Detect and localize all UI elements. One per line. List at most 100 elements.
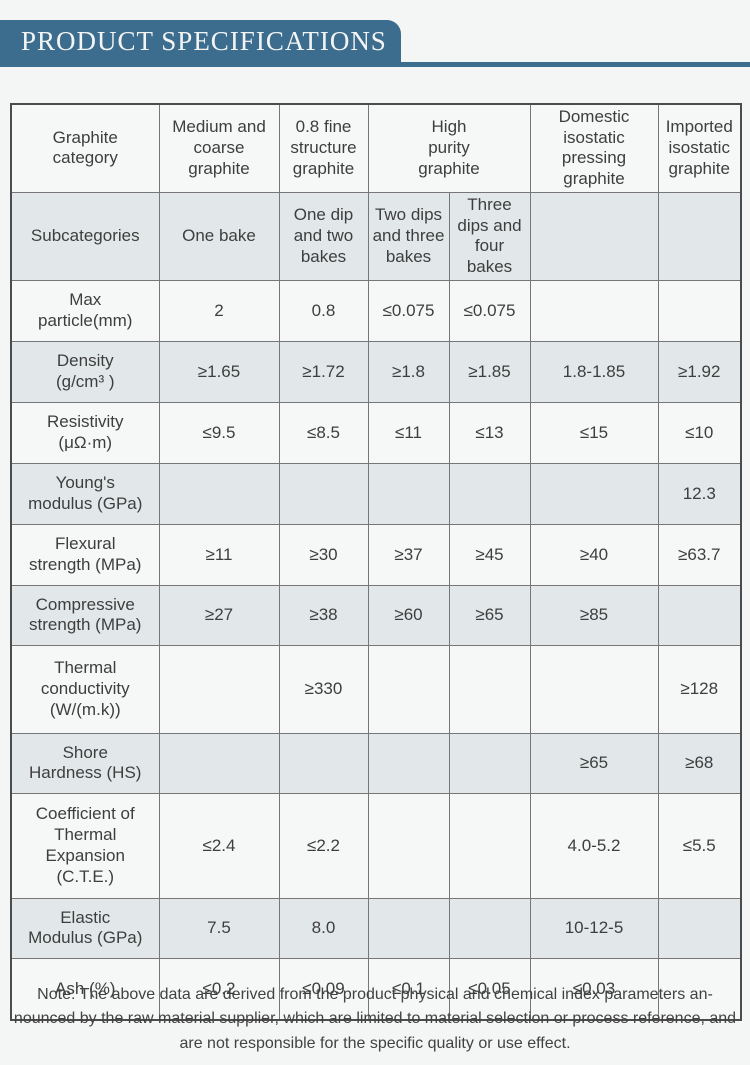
col-header-high-purity: High purity graphite (367, 103, 531, 193)
value-cell (529, 279, 659, 342)
value-cell: ≥40 (529, 523, 659, 586)
col-header-fine-structure: 0.8 fine structure graphite (278, 103, 369, 193)
table-row-density: Density (g/cm³ ) ≥1.65 ≥1.72 ≥1.8 ≥1.85 … (10, 340, 742, 403)
table-row-thermal-conductivity: Thermal conductivity (W/(m.k)) ≥330 ≥128 (10, 644, 742, 734)
row-header-compressive-strength: Compressive strength (MPa) (10, 584, 160, 646)
value-cell (657, 279, 742, 342)
table-row-flexural-strength: Flexural strength (MPa) ≥11 ≥30 ≥37 ≥45 … (10, 523, 742, 586)
value-cell: 2 (158, 279, 280, 342)
value-cell (158, 462, 280, 525)
value-cell: ≤0.05 (448, 957, 531, 1021)
value-cell: ≤2.4 (158, 792, 280, 899)
value-cell: 0.8 (278, 279, 369, 342)
value-cell: ≥128 (657, 644, 742, 734)
row-header-shore-hardness: Shore Hardness (HS) (10, 732, 160, 794)
value-cell: ≤5.5 (657, 792, 742, 899)
table-row-subcategories: Subcategories One bake One dip and two b… (10, 191, 742, 281)
value-cell: ≥11 (158, 523, 280, 586)
value-cell: 4.0-5.2 (529, 792, 659, 899)
value-cell: ≥45 (448, 523, 531, 586)
value-cell (158, 732, 280, 794)
row-header-max-particle: Max particle(mm) (10, 279, 160, 342)
value-cell (367, 792, 450, 899)
value-cell: ≤0.09 (278, 957, 369, 1021)
table-row-compressive-strength: Compressive strength (MPa) ≥27 ≥38 ≥60 ≥… (10, 584, 742, 646)
value-cell (448, 792, 531, 899)
table-row-youngs-modulus: Young's modulus (GPa) 12.3 (10, 462, 742, 525)
value-cell: ≤0.075 (367, 279, 450, 342)
value-cell (529, 644, 659, 734)
value-cell: 7.5 (158, 897, 280, 959)
value-cell: ≤0.075 (448, 279, 531, 342)
value-cell (448, 732, 531, 794)
footnote: Note: The above data are derived from th… (13, 986, 737, 1052)
value-cell: ≥85 (529, 584, 659, 646)
value-cell: ≥1.85 (448, 340, 531, 403)
value-cell: ≥1.72 (278, 340, 369, 403)
table-row-resistivity: Resistivity (μΩ·m) ≤9.5 ≤8.5 ≤11 ≤13 ≤15… (10, 401, 742, 464)
table-row-max-particle: Max particle(mm) 2 0.8 ≤0.075 ≤0.075 (10, 279, 742, 342)
value-cell: ≥1.8 (367, 340, 450, 403)
row-header-density: Density (g/cm³ ) (10, 340, 160, 403)
value-cell (158, 644, 280, 734)
value-cell: ≥330 (278, 644, 369, 734)
row-header-youngs-modulus: Young's modulus (GPa) (10, 462, 160, 525)
value-cell: ≥60 (367, 584, 450, 646)
value-cell (657, 897, 742, 959)
value-cell: ≥27 (158, 584, 280, 646)
value-cell: ≤0.03 (529, 957, 659, 1021)
product-specifications-table: Graphite category Medium and coarse grap… (10, 103, 742, 1022)
subcategory-cell (657, 191, 742, 281)
row-header-ash: Ash (%) (10, 957, 160, 1021)
value-cell: ≥65 (448, 584, 531, 646)
subcategory-cell: Two dips and three bakes (367, 191, 450, 281)
row-header-subcategories: Subcategories (10, 191, 160, 281)
value-cell (448, 897, 531, 959)
value-cell (529, 462, 659, 525)
table-row-thermal-expansion: Coefficient of Thermal Expansion (C.T.E.… (10, 792, 742, 899)
row-header-thermal-conductivity: Thermal conductivity (W/(m.k)) (10, 644, 160, 734)
value-cell (448, 462, 531, 525)
value-cell: ≤10 (657, 401, 742, 464)
value-cell (657, 584, 742, 646)
row-header-resistivity: Resistivity (μΩ·m) (10, 401, 160, 464)
table-row-shore-hardness: Shore Hardness (HS) ≥65 ≥68 (10, 732, 742, 794)
value-cell: ≥37 (367, 523, 450, 586)
subcategory-cell: Three dips and four bakes (448, 191, 531, 281)
value-cell: ≤15 (529, 401, 659, 464)
row-header-graphite-category: Graphite category (10, 103, 160, 193)
value-cell (367, 644, 450, 734)
col-header-domestic-isostatic: Domestic isostatic pressing graphite (529, 103, 659, 193)
value-cell: 8.0 (278, 897, 369, 959)
value-cell: ≥1.65 (158, 340, 280, 403)
subcategory-cell: One dip and two bakes (278, 191, 369, 281)
value-cell: ≤11 (367, 401, 450, 464)
section-header-banner: PRODUCT SPECIFICATIONS (0, 20, 401, 63)
value-cell: ≤8.5 (278, 401, 369, 464)
banner-underline (0, 62, 750, 67)
value-cell: 1.8-1.85 (529, 340, 659, 403)
value-cell: ≥30 (278, 523, 369, 586)
value-cell: ≤9.5 (158, 401, 280, 464)
table-row-elastic-modulus: Elastic Modulus (GPa) 7.5 8.0 10-12-5 (10, 897, 742, 959)
table-row-ash: Ash (%) ≤0.2 ≤0.09 ≤0.1 ≤0.05 ≤0.03 (10, 957, 742, 1021)
value-cell (367, 732, 450, 794)
page-title: PRODUCT SPECIFICATIONS (21, 26, 387, 56)
value-cell: 12.3 (657, 462, 742, 525)
value-cell (367, 462, 450, 525)
value-cell (448, 644, 531, 734)
subcategory-cell: One bake (158, 191, 280, 281)
value-cell (367, 897, 450, 959)
value-cell (278, 462, 369, 525)
value-cell (657, 957, 742, 1021)
subcategory-cell (529, 191, 659, 281)
value-cell: ≤2.2 (278, 792, 369, 899)
value-cell: ≤13 (448, 401, 531, 464)
row-header-flexural-strength: Flexural strength (MPa) (10, 523, 160, 586)
value-cell: ≥63.7 (657, 523, 742, 586)
value-cell: ≥65 (529, 732, 659, 794)
col-header-imported-isostatic: Imported isostatic graphite (657, 103, 742, 193)
value-cell: ≥1.92 (657, 340, 742, 403)
value-cell: ≥38 (278, 584, 369, 646)
row-header-thermal-expansion: Coefficient of Thermal Expansion (C.T.E.… (10, 792, 160, 899)
